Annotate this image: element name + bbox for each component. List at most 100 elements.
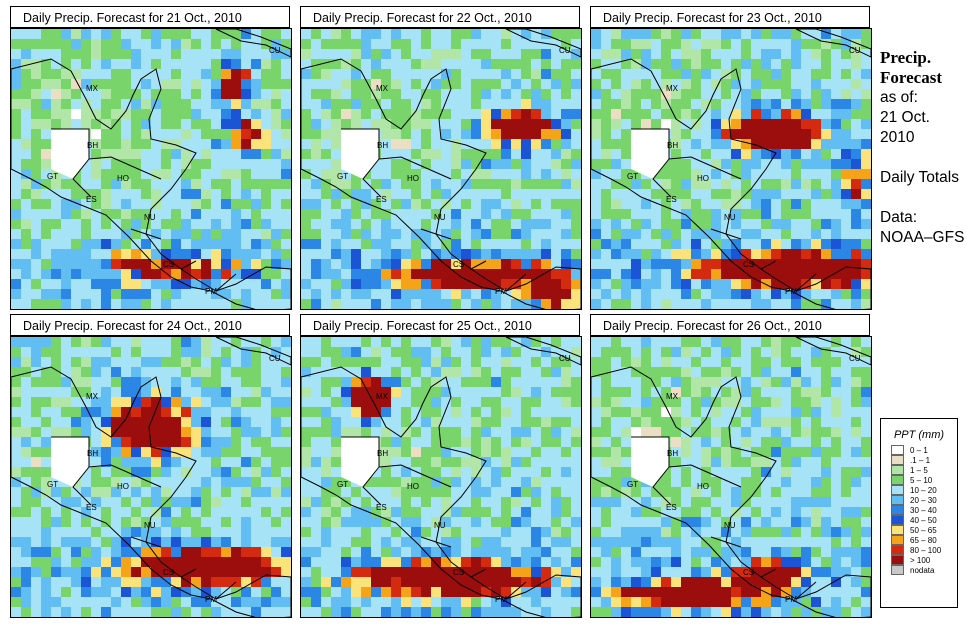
country-label: BH [667,449,678,458]
precip-grid: MX BH GT HO ES NU CS PM CU [301,337,581,617]
cuba-outline [505,337,581,366]
border-outline [631,436,817,600]
country-label: HO [117,482,129,491]
legend-swatch [891,545,904,555]
legend-label: 0 – 1 [910,445,928,455]
country-label: CS [743,260,754,269]
legend-label: > 100 [910,555,931,565]
country-label: NU [724,213,736,222]
panel-title: Daily Precip. Forecast for 26 Oct., 2010 [590,314,870,336]
country-label: MX [86,392,99,401]
precip-map: MX BH GT HO ES NU CS PM CU [10,28,292,310]
precip-grid: MX BH GT HO ES NU CS PM CU [301,29,581,309]
precip-map: MX BH GT HO ES NU CS PM CU [10,336,292,618]
country-label: ES [376,195,387,204]
sidebar-title: Precip. Forecast [880,48,942,87]
country-label: NU [434,521,446,530]
panel-title: Daily Precip. Forecast for 25 Oct., 2010 [300,314,580,336]
legend-swatch [891,465,904,475]
country-label: PM [785,595,797,604]
country-label: GT [47,172,58,181]
cuba-outline [215,337,291,366]
country-label: ES [86,503,97,512]
legend-item: 20 – 30 [891,495,957,505]
cuba-outline [215,29,291,58]
sidebar: Precip. Forecast as of: 21 Oct. 2010 Dai… [880,48,965,248]
legend-item: 40 – 50 [891,515,957,525]
legend-swatch [891,485,904,495]
legend-item: 50 – 65 [891,525,957,535]
border-outline [341,436,527,600]
sidebar-source: Data: NOAA–GFS [880,209,965,246]
country-label: PM [495,287,507,296]
country-label: GT [337,480,348,489]
sidebar-date: 21 Oct. 2010 [880,109,930,146]
land-mask [51,129,89,179]
legend-label: .1 – 1 [910,455,931,465]
country-label: NU [724,521,736,530]
country-label: GT [627,172,638,181]
forecast-panel: Daily Precip. Forecast for 22 Oct., 2010… [300,6,582,310]
legend-item: nodata [891,565,957,575]
legend-item: 1 – 5 [891,465,957,475]
country-label: GT [337,172,348,181]
forecast-panel: Daily Precip. Forecast for 24 Oct., 2010… [10,314,292,618]
country-label: CS [163,260,174,269]
country-label: MX [376,392,389,401]
country-label: HO [407,482,419,491]
country-label: ES [86,195,97,204]
country-label: GT [627,480,638,489]
country-label: PM [495,595,507,604]
legend-label: 1 – 5 [910,465,928,475]
legend-label: 65 – 80 [910,535,937,545]
land-mask [631,437,669,487]
legend-label: 80 – 100 [910,545,942,555]
legend-label: 10 – 20 [910,485,937,495]
country-label: CS [163,568,174,577]
country-label: HO [697,482,709,491]
country-label: PM [785,287,797,296]
forecast-panel: Daily Precip. Forecast for 26 Oct., 2010… [590,314,872,618]
legend-item: 65 – 80 [891,535,957,545]
legend-title: PPT (mm) [893,429,945,441]
border-outline [341,128,527,292]
precip-grid: MX BH GT HO ES NU CS PM CU [591,337,871,617]
cuba-outline [795,29,871,58]
border-outline [51,128,237,292]
country-label: ES [666,503,677,512]
legend-label: 20 – 30 [910,495,937,505]
precip-grid: MX BH GT HO ES NU CS PM CU [591,29,871,309]
legend-item: 5 – 10 [891,475,957,485]
precip-map: MX BH GT HO ES NU CS PM CU [300,336,582,618]
border-outline [631,128,817,292]
legend-item: > 100 [891,555,957,565]
legend-swatch [891,525,904,535]
country-label: BH [377,449,388,458]
country-label: BH [87,141,98,150]
cuba-outline [795,337,871,366]
land-mask [341,129,379,179]
country-label: NU [144,521,156,530]
legend-swatch [891,455,904,465]
country-label: PM [205,595,217,604]
legend-item: 10 – 20 [891,485,957,495]
country-label: CU [849,46,861,55]
country-label: CS [743,568,754,577]
cuba-outline [505,29,581,58]
legend-item: 0 – 1 [891,445,957,455]
precip-map: MX BH GT HO ES NU CS PM CU [590,28,872,310]
legend-label: 50 – 65 [910,525,937,535]
legend-label: nodata [910,565,935,575]
land-mask [341,437,379,487]
legend-swatch [891,475,904,485]
panel-title: Daily Precip. Forecast for 21 Oct., 2010 [10,6,290,28]
panel-title: Daily Precip. Forecast for 22 Oct., 2010 [300,6,580,28]
forecast-panel: Daily Precip. Forecast for 21 Oct., 2010… [10,6,292,310]
legend-swatch [891,535,904,545]
country-label: NU [144,213,156,222]
country-label: ES [376,503,387,512]
precip-grid: MX BH GT HO ES NU CS PM CU [11,337,291,617]
country-label: PM [205,287,217,296]
country-label: CU [559,46,571,55]
